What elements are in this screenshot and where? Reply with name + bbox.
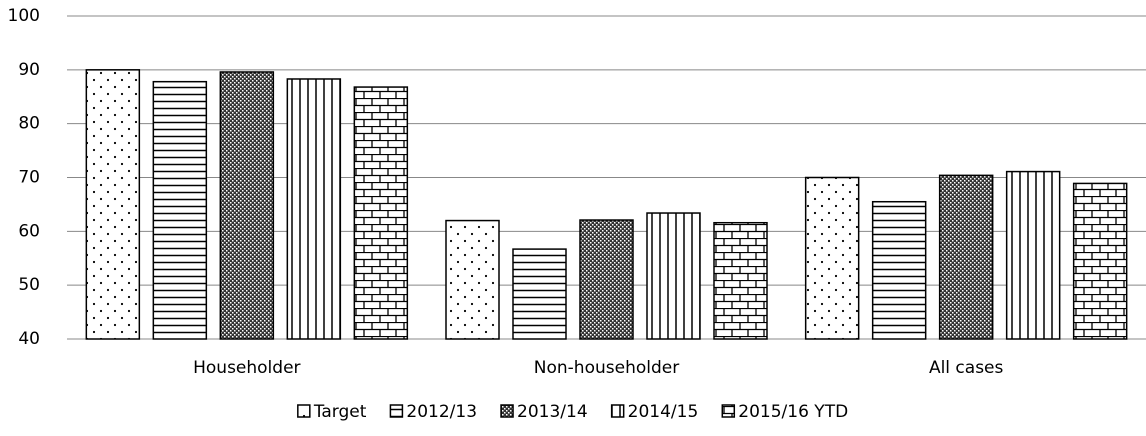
- legend-label: Target: [313, 402, 367, 422]
- legend-label: 2014/15: [628, 402, 699, 422]
- bar: [713, 221, 768, 340]
- bar: [85, 69, 141, 340]
- bar: [353, 86, 409, 340]
- y-tick-label: 80: [18, 114, 40, 134]
- x-tick-label: All cases: [929, 358, 1004, 378]
- bar: [152, 80, 208, 340]
- x-tick-label: Householder: [193, 358, 300, 378]
- legend-swatch: [389, 404, 404, 418]
- bar: [1072, 182, 1128, 340]
- y-tick-label: 70: [18, 168, 40, 188]
- bar: [445, 219, 500, 340]
- bar: [646, 212, 701, 340]
- bar: [871, 200, 927, 340]
- legend-swatch: [610, 404, 625, 418]
- legend-swatch: [297, 404, 311, 418]
- legend-label: 2015/16 YTD: [738, 402, 848, 422]
- legend-label: 2013/14: [517, 402, 588, 422]
- y-tick-label: 50: [18, 275, 40, 295]
- y-tick-label: 100: [8, 6, 40, 26]
- bar: [804, 176, 860, 340]
- bar: [579, 219, 634, 340]
- y-tick-label: 40: [18, 329, 40, 349]
- legend-swatch: [721, 404, 736, 418]
- bar: [512, 248, 567, 340]
- legend-label: 2012/13: [406, 402, 477, 422]
- bar: [1005, 170, 1061, 340]
- y-tick-label: 90: [18, 60, 40, 80]
- legend-swatch: [500, 404, 514, 418]
- y-tick-label: 60: [18, 221, 40, 241]
- bar: [219, 71, 275, 340]
- x-tick-label: Non-householder: [534, 358, 679, 378]
- bar: [938, 174, 994, 340]
- bar: [286, 78, 342, 340]
